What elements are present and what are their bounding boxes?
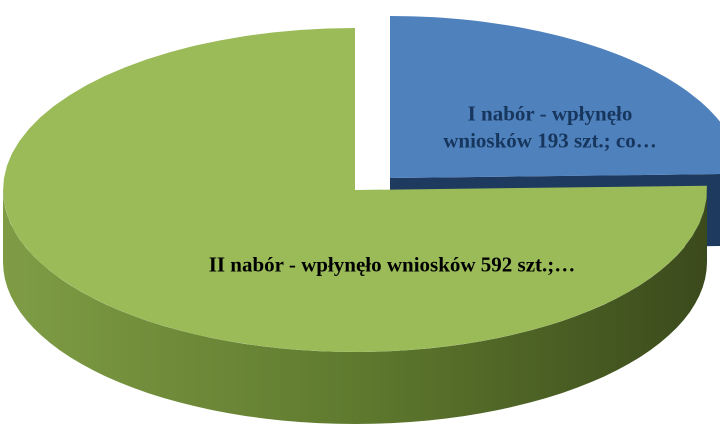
slice-side [3,190,707,424]
slice-label: I nabór - wpłynęło wniosków 193 szt.; co… [443,101,657,153]
slice [3,28,707,352]
slice-label: II nabór - wpłynęło wniosków 592 szt.;… [208,252,576,277]
slice [390,16,720,178]
